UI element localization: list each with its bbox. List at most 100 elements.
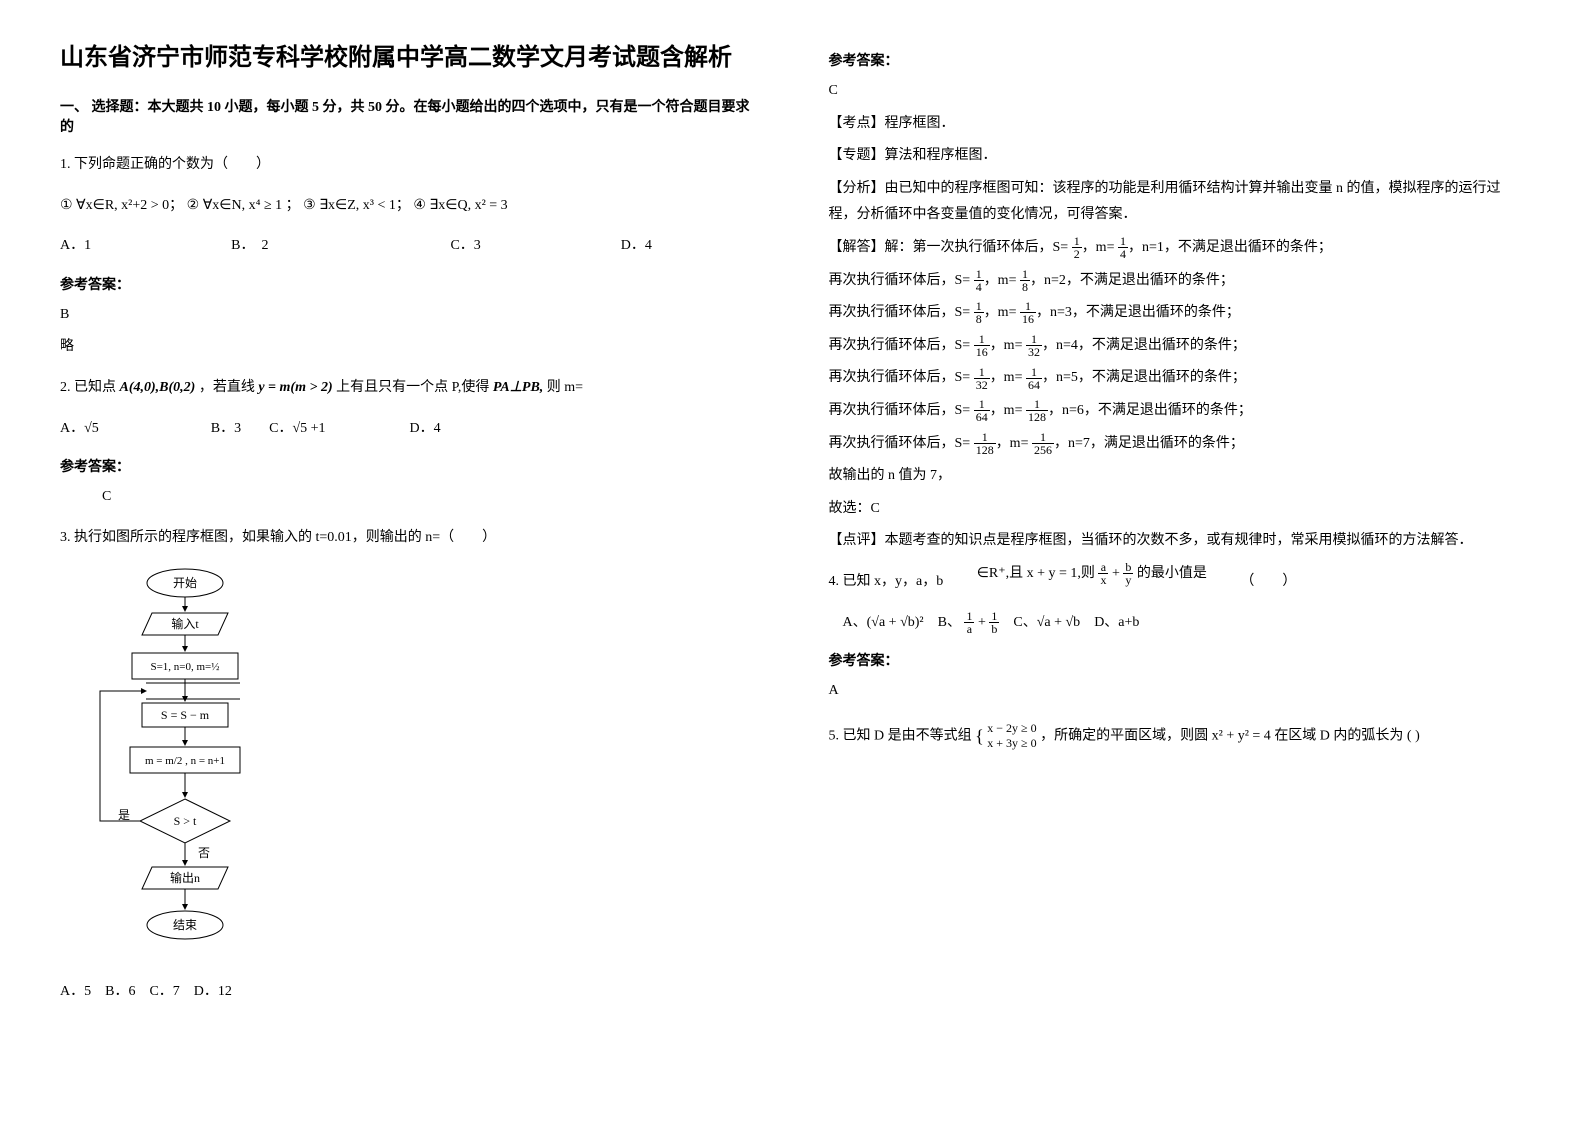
again7: 再次执行循环体后，S= (829, 436, 971, 451)
s2: 4 (974, 281, 984, 293)
q4-blank: （ ） (1240, 574, 1296, 589)
again4: 再次执行循环体后，S= (829, 338, 971, 353)
q4-c: 的最小值是 (1137, 566, 1207, 581)
q5-circ: x² + y² = 4 (1212, 728, 1271, 743)
s4: 16 (974, 346, 990, 358)
r-zhuanti: 【专题】算法和程序框图． (829, 143, 1528, 170)
jd-intro: 解：第一次执行循环体后，S= (885, 240, 1069, 255)
q5-a: 5. 已知 D 是由不等式组 (829, 728, 976, 743)
conc2: 故选：C (829, 496, 1528, 523)
right-column: 参考答案： C 【考点】程序框图． 【专题】算法和程序框图． 【分析】由已知中的… (829, 40, 1528, 1020)
q2-stem-c: ，若直线 (199, 380, 259, 395)
dp-text: 本题考查的知识点是程序框图，当循环的次数不多，或有规律时，常采用模拟循环的方法解… (885, 533, 1473, 548)
q2-answer: C (60, 484, 759, 511)
t4: ，n=4，不满足退出循环的条件； (1042, 338, 1246, 353)
t7: ，n=7，满足退出循环的条件； (1054, 436, 1244, 451)
q4-answer: A (829, 678, 1528, 705)
m7: 256 (1032, 444, 1054, 456)
t1: ，n=1，不满足退出循环的条件； (1128, 240, 1332, 255)
section-heading: 一、 选择题：本大题共 10 小题，每小题 5 分，共 50 分。在每小题给出的… (60, 96, 759, 136)
question-3: 3. 执行如图所示的程序框图，如果输入的 t=0.01，则输出的 n=（ ） (60, 525, 759, 552)
s1: 2 (1072, 248, 1082, 260)
r-dianping: 【点评】本题考查的知识点是程序框图，当循环的次数不多，或有规律时，常采用模拟循环… (829, 528, 1528, 555)
t6: ，n=6，不满足退出循环的条件； (1048, 403, 1252, 418)
question-4: 4. 已知 x，y，a，b ∈R⁺,且 x + y = 1,则 ax + by … (829, 569, 1528, 596)
question-2: 2. 已知点 A(4,0),B(0,2) ，若直线 y = m(m > 2) 上… (60, 375, 759, 402)
s6: 64 (974, 411, 990, 423)
again6: 再次执行循环体后，S= (829, 403, 971, 418)
flow-input: 输入t (171, 616, 199, 631)
page: 山东省济宁市师范专科学校附属中学高二数学文月考试题含解析 一、 选择题：本大题共… (60, 40, 1527, 1020)
t3: ，n=3，不满足退出循环的条件； (1036, 305, 1240, 320)
s3: 8 (974, 313, 984, 325)
m2: 8 (1020, 281, 1030, 293)
flowchart-svg: 开始 输入t S=1, n=0, m=½ S = S − m m = m/2 ,… (80, 565, 290, 965)
flow-output: 输出n (170, 870, 200, 885)
q2-stem-b: A(4,0),B(0,2) (120, 380, 196, 395)
flow-step1: S = S − m (161, 708, 210, 722)
q2-stem-a: 2. 已知点 (60, 380, 120, 395)
q2-options: A．√5 B．3 C．√5 +1 D．4 (60, 416, 759, 443)
flow-yes: 是 (118, 808, 130, 822)
iter-2: 再次执行循环体后，S= 14，m= 18，n=2，不满足退出循环的条件； (829, 268, 1528, 295)
iter-1: 【解答】解：第一次执行循环体后，S= 12，m= 14，n=1，不满足退出循环的… (829, 235, 1528, 262)
flow-no: 否 (198, 846, 210, 860)
m4: 32 (1026, 346, 1042, 358)
iter-4: 再次执行循环体后，S= 116，m= 132，n=4，不满足退出循环的条件； (829, 333, 1528, 360)
fx-text: 由已知中的程序框图可知：该程序的功能是利用循环结构计算并输出变量 n 的值，模拟… (829, 181, 1501, 223)
q2-stem-d: y = m(m > 2) (258, 380, 332, 395)
iter-5: 再次执行循环体后，S= 132，m= 164，n=5，不满足退出循环的条件； (829, 365, 1528, 392)
q4-opt-c: C、√a + √b (1013, 615, 1080, 630)
r-answer-label: 参考答案： (829, 50, 1528, 70)
again5: 再次执行循环体后，S= (829, 370, 971, 385)
flow-start: 开始 (173, 576, 197, 590)
q5-b: ，所确定的平面区域，则圆 (1040, 728, 1212, 743)
zt-text: 算法和程序框图． (885, 148, 997, 163)
q4-a: 4. 已知 x，y，a，b (829, 574, 944, 589)
again2: 再次执行循环体后，S= (829, 273, 971, 288)
q2-stem-g: 则 m= (547, 380, 583, 395)
m3: 16 (1020, 313, 1036, 325)
jd-label: 【解答】 (829, 240, 885, 255)
r-answer-c: C (829, 78, 1528, 105)
q5-sys2: x + 3y ≥ 0 (987, 736, 1036, 750)
conc1: 故输出的 n 值为 7， (829, 463, 1528, 490)
q1-props: ① ∀x∈R, x²+2 > 0； ② ∀x∈N, x⁴ ≥ 1 ； ③ ∃x∈… (60, 193, 759, 220)
q1-stem: 1. 下列命题正确的个数为（ ） (60, 152, 759, 179)
question-5: 5. 已知 D 是由不等式组 { x − 2y ≥ 0 x + 3y ≥ 0 ，… (829, 719, 1528, 753)
iter-6: 再次执行循环体后，S= 164，m= 1128，n=6，不满足退出循环的条件； (829, 398, 1528, 425)
q4-opt-a: A、(√a + √b)² (843, 615, 924, 630)
zt-label: 【专题】 (829, 148, 885, 163)
q1-answer: B (60, 302, 759, 329)
s5: 32 (974, 379, 990, 391)
dp-label: 【点评】 (829, 533, 885, 548)
m5: 64 (1026, 379, 1042, 391)
flowchart: 开始 输入t S=1, n=0, m=½ S = S − m m = m/2 ,… (80, 565, 759, 965)
r-kaodian: 【考点】程序框图． (829, 111, 1528, 138)
left-column: 山东省济宁市师范专科学校附属中学高二数学文月考试题含解析 一、 选择题：本大题共… (60, 40, 759, 1020)
q4-opt-b: B、 (938, 615, 961, 630)
iter-3: 再次执行循环体后，S= 18，m= 116，n=3，不满足退出循环的条件； (829, 300, 1528, 327)
q4-options: A、(√a + √b)² B、 1a + 1b C、√a + √b D、a+b (829, 610, 1528, 637)
q1-options: A．1 B． 2 C．3 D．4 (60, 233, 759, 260)
q2-stem-e: 上有且只有一个点 P,使得 (336, 380, 493, 395)
flow-step2: m = m/2 , n = n+1 (145, 755, 225, 767)
q2-stem-f: PA⊥PB, (493, 380, 543, 395)
page-title: 山东省济宁市师范专科学校附属中学高二数学文月考试题含解析 (60, 40, 759, 76)
q5-sys1: x − 2y ≥ 0 (987, 721, 1036, 735)
m1: 4 (1118, 248, 1128, 260)
flow-init: S=1, n=0, m=½ (150, 661, 219, 673)
q4-opt-d: D、a+b (1094, 615, 1139, 630)
q4-b: ∈R⁺,且 x + y = 1,则 (977, 566, 1099, 581)
flow-cond: S > t (174, 814, 197, 828)
q4-answer-label: 参考答案： (829, 650, 1528, 670)
kd-text: 程序框图． (885, 116, 955, 131)
r-fenxi: 【分析】由已知中的程序框图可知：该程序的功能是利用循环结构计算并输出变量 n 的… (829, 176, 1528, 229)
q3-options: A．5 B．6 C．7 D．12 (60, 979, 759, 1006)
again3: 再次执行循环体后，S= (829, 305, 971, 320)
t5: ，n=5，不满足退出循环的条件； (1042, 370, 1246, 385)
q1-answer-label: 参考答案： (60, 274, 759, 294)
question-1: 1. 下列命题正确的个数为（ ） (60, 152, 759, 179)
kd-label: 【考点】 (829, 116, 885, 131)
m6: 128 (1026, 411, 1048, 423)
